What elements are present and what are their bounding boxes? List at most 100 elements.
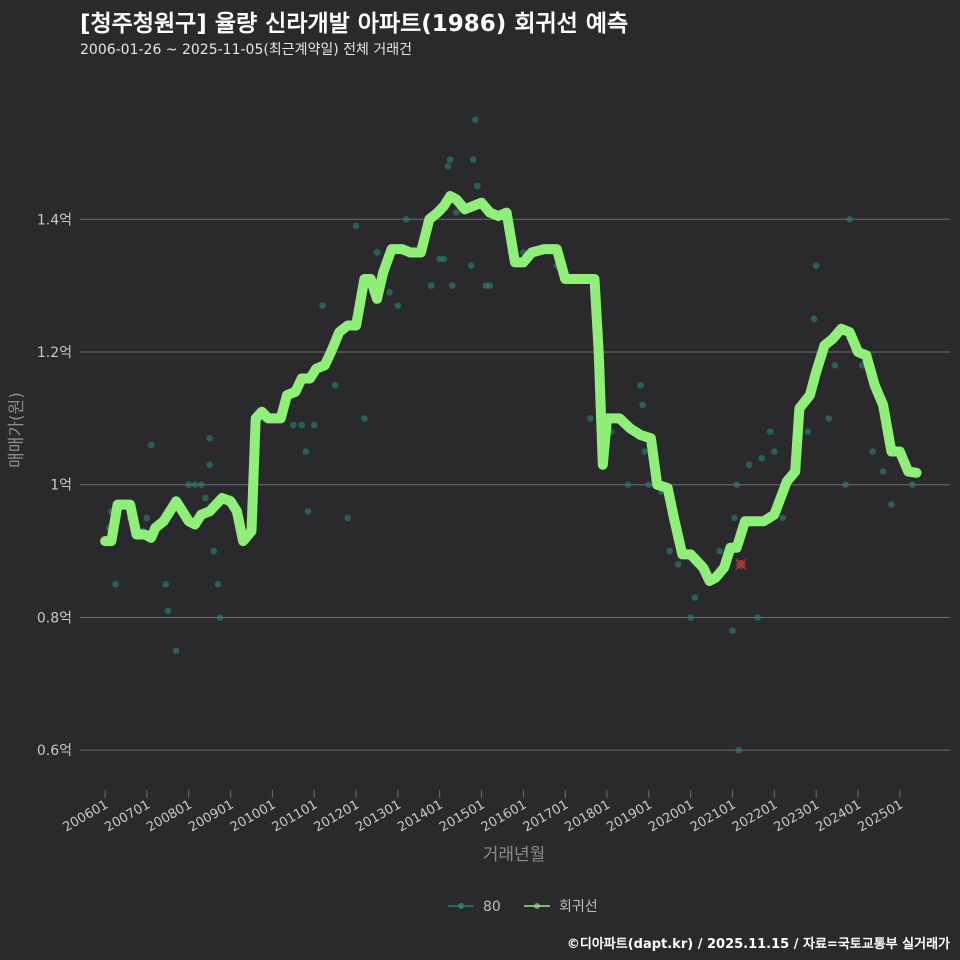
data-point [888,501,895,508]
y-tick-label: 1.2억 [37,345,72,361]
data-point [754,614,761,621]
data-point [810,315,818,323]
x-tick-label: 201601 [479,797,529,835]
data-point [846,215,853,223]
data-point [206,461,213,469]
data-point [344,514,351,522]
x-tick-label: 200801 [144,797,194,835]
x-tick-label: 200701 [102,797,152,835]
data-point [214,580,222,588]
data-point [402,215,410,223]
chart-title: [청주청원구] 율량 신라개발 아파트(1986) 회귀선 예측 [80,11,629,37]
x-tick-label: 202301 [772,797,822,835]
y-tick-label: 1.4억 [37,212,72,228]
legend-label: 회귀선 [559,899,598,915]
x-axis: 2006012007012008012009012010012011012012… [61,790,906,835]
data-point [812,262,820,270]
data-point [319,302,326,309]
x-tick-label: 202401 [813,797,863,835]
data-point [674,561,682,568]
x-tick-label: 201001 [228,797,278,835]
data-point [586,415,594,422]
x-tick-label: 200901 [186,797,236,835]
data-point [298,421,305,429]
data-point [687,614,694,621]
data-point [290,421,297,429]
highlight-marker [735,558,747,570]
data-point [771,448,778,455]
data-point [210,547,218,555]
data-point [758,454,766,462]
data-point [216,614,224,621]
x-tick-label: 201401 [395,797,445,835]
data-point [112,580,119,588]
legend-item-2: 회귀선 [524,899,598,915]
data-point [831,361,839,369]
y-axis: 0.6억 0.8억 1억 1.2억 1.4억 [37,212,72,759]
grid-layer [80,218,950,751]
legend-key-dot [458,903,464,909]
data-point [444,162,452,170]
x-tick-label: 202101 [688,797,738,835]
data-point [469,156,477,163]
x-tick-label: 202501 [855,797,905,835]
data-point [440,255,448,263]
y-tick-label: 0.6억 [37,743,72,759]
data-point [185,481,193,489]
data-point [361,415,368,422]
data-point [448,282,456,289]
y-tick-label: 1억 [50,478,72,494]
data-point [373,249,381,256]
data-point [453,209,460,216]
y-axis-title: 매매가(원) [7,392,27,468]
highlight-marker-layer [735,558,747,570]
data-point [909,481,916,489]
data-point [446,156,454,163]
x-axis-title: 거래년월 [483,845,546,865]
data-point [302,448,310,455]
x-tick-label: 201201 [312,797,362,835]
data-point [474,182,481,190]
data-point [733,481,740,489]
data-point [637,381,644,389]
data-point [172,647,180,654]
data-point [842,481,849,489]
data-point [869,448,876,455]
x-tick-label: 201501 [437,797,487,835]
data-point [804,428,812,435]
data-point [731,514,738,522]
legend-key-dot [534,903,540,909]
x-tick-label: 201301 [353,797,403,835]
data-point [666,547,674,555]
data-point [428,282,435,289]
data-point [197,481,205,489]
data-point [879,468,887,475]
data-point [394,302,402,309]
chart-subtitle: 2006-01-26 ~ 2025-11-05(최근계약일) 전체 거래건 [80,42,412,58]
legend: 80 회귀선 [448,899,598,915]
regression-line-layer [100,191,922,586]
data-point [191,481,199,489]
x-tick-label: 201901 [604,797,654,835]
y-tick-label: 0.8억 [37,610,72,626]
data-point [147,441,155,449]
data-point [206,434,213,442]
data-point [331,381,339,389]
data-point [639,401,646,409]
x-tick-label: 202001 [646,797,696,835]
data-point [735,746,743,754]
data-point [304,507,312,515]
data-point [745,461,753,469]
data-point [486,282,494,289]
x-tick-label: 202201 [730,797,780,835]
regression-line [100,191,922,586]
data-point [624,481,632,489]
data-point [716,547,724,555]
data-point [143,514,151,522]
data-point [467,262,475,270]
data-point [641,448,648,455]
data-point [162,580,170,588]
data-point [471,116,479,124]
data-point [691,594,699,601]
